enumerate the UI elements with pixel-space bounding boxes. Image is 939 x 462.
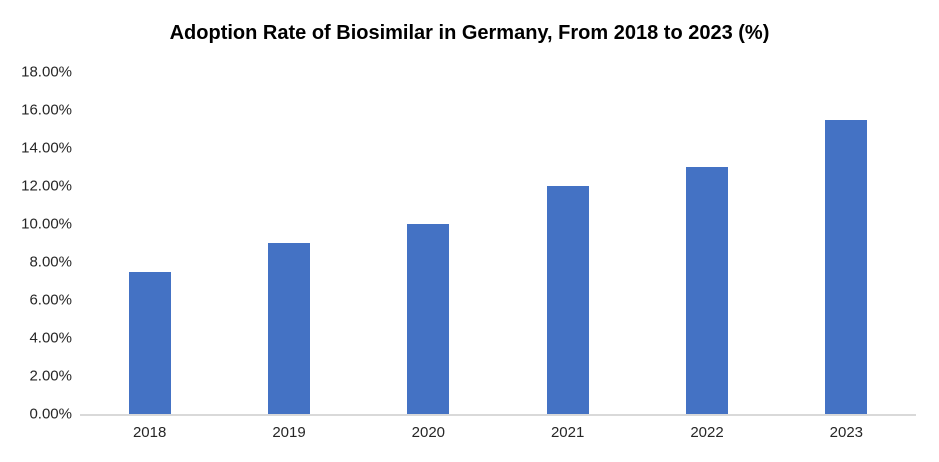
x-axis-category-label: 2022 (690, 424, 724, 441)
bar (128, 271, 171, 414)
y-axis-tick-label: 2.00% (29, 367, 72, 385)
plot-area (80, 72, 916, 416)
y-axis-tick-label: 14.00% (21, 139, 72, 157)
bar (546, 186, 589, 414)
y-axis: 0.00% 2.00% 4.00% 6.00% 8.00% 10.00% 12.00% 14.… (0, 65, 72, 422)
x-axis: 2018 2019 2020 2021 2022 2023 (80, 424, 916, 448)
bar (686, 167, 728, 414)
x-axis-category-label: 2023 (829, 424, 864, 441)
y-axis-tick-label: 12.00% (21, 177, 72, 195)
x-axis-category-label: 2021 (550, 424, 585, 441)
bar (407, 224, 450, 414)
y-axis-tick-label: 10.00% (21, 215, 72, 233)
y-axis-tick-label: 6.00% (29, 291, 72, 309)
y-axis-tick-label: 18.00% (21, 63, 72, 81)
x-axis-category-label: 2018 (132, 424, 167, 441)
chart-title: Adoption Rate of Biosimilar in Germany, … (169, 22, 770, 44)
y-axis-tick-label: 16.00% (21, 101, 72, 119)
y-axis-tick-label: 4.00% (29, 329, 72, 347)
bar (825, 119, 868, 414)
bar (268, 243, 310, 414)
x-axis-category-label: 2019 (272, 424, 306, 441)
x-axis-category-label: 2020 (411, 424, 446, 441)
y-axis-tick-label: 0.00% (29, 405, 72, 423)
y-axis-tick-label: 8.00% (29, 253, 72, 271)
